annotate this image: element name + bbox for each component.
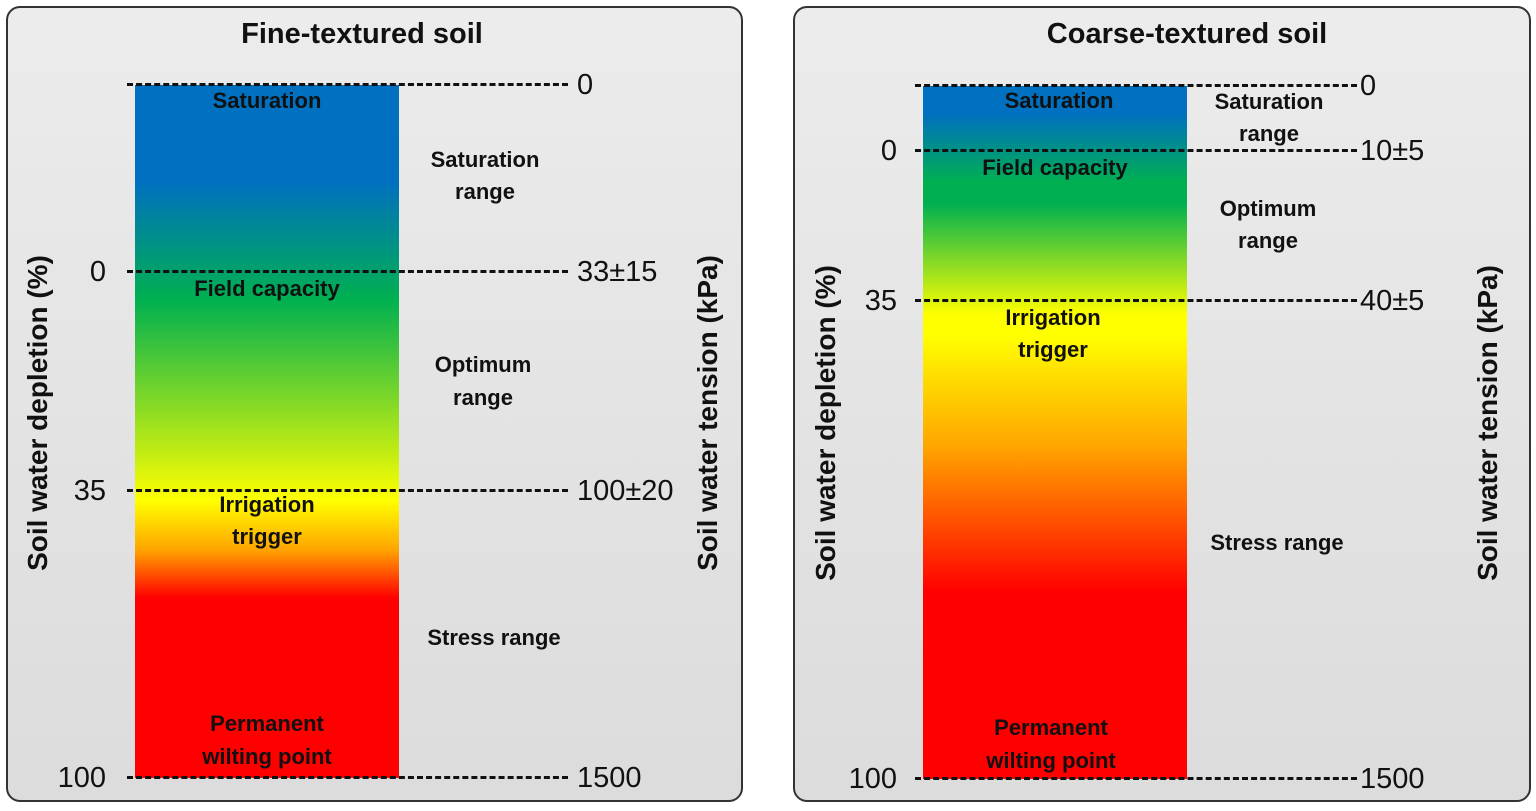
dashed-line-irrigation-trigger bbox=[127, 489, 568, 492]
dashed-line-field-capacity bbox=[127, 270, 568, 273]
depletion-tick: 0 bbox=[880, 135, 897, 167]
irrigation-trigger-label: Irrigation bbox=[219, 492, 315, 517]
field-capacity-label: Field capacity bbox=[982, 155, 1128, 180]
soil-moisture-gradient-bar bbox=[923, 86, 1187, 779]
optimum-range-label: range bbox=[1238, 228, 1298, 253]
wilting-point-label: wilting point bbox=[986, 748, 1116, 773]
tension-tick: 100±20 bbox=[577, 475, 674, 507]
dashed-line-field-capacity bbox=[915, 149, 1357, 152]
coarse-textured-soil-panel: Coarse-textured soil 0 35 100 0 10±5 40±… bbox=[793, 6, 1531, 802]
right-axis-label: Soil water tension (kPa) bbox=[692, 255, 723, 571]
saturation-range-label: Saturation bbox=[1214, 89, 1324, 114]
wilting-point-label: wilting point bbox=[202, 744, 332, 769]
tension-tick: 1500 bbox=[1360, 763, 1425, 795]
irrigation-trigger-label: Irrigation bbox=[1005, 305, 1101, 330]
left-axis-label: Soil water depletion (%) bbox=[810, 265, 841, 581]
optimum-range-label: range bbox=[453, 385, 513, 410]
dashed-line-saturation bbox=[127, 83, 568, 86]
tension-tick: 1500 bbox=[577, 762, 642, 794]
tension-tick: 0 bbox=[577, 69, 594, 101]
wilting-point-label: Permanent bbox=[210, 711, 324, 736]
stress-range-label: Stress range bbox=[427, 625, 561, 650]
panel-title: Coarse-textured soil bbox=[1046, 18, 1328, 50]
wilting-point-label: Permanent bbox=[994, 715, 1108, 740]
saturation-range-label: range bbox=[1239, 121, 1299, 146]
depletion-tick: 35 bbox=[864, 285, 897, 317]
dashed-line-saturation bbox=[915, 84, 1357, 87]
tension-tick: 40±5 bbox=[1360, 285, 1425, 317]
tension-tick: 10±5 bbox=[1360, 135, 1425, 167]
panel-title: Fine-textured soil bbox=[241, 18, 483, 50]
dashed-line-irrigation-trigger bbox=[915, 299, 1357, 302]
saturation-range-label: range bbox=[455, 179, 515, 204]
tension-tick: 0 bbox=[1360, 70, 1377, 102]
depletion-tick: 100 bbox=[57, 762, 106, 794]
dashed-line-wilting-point bbox=[127, 776, 568, 779]
saturation-label: Saturation bbox=[1004, 88, 1114, 113]
depletion-tick: 0 bbox=[89, 256, 106, 288]
fine-textured-soil-panel: Fine-textured soil 0 35 100 0 33±15 100±… bbox=[6, 6, 743, 802]
field-capacity-label: Field capacity bbox=[194, 276, 340, 301]
optimum-range-label: Optimum bbox=[1219, 196, 1317, 221]
stress-range-label: Stress range bbox=[1210, 530, 1344, 555]
left-axis-label: Soil water depletion (%) bbox=[22, 255, 53, 571]
optimum-range-label: Optimum bbox=[434, 352, 532, 377]
irrigation-trigger-label: trigger bbox=[1018, 337, 1088, 362]
dashed-line-wilting-point bbox=[915, 777, 1357, 780]
irrigation-trigger-label: trigger bbox=[232, 524, 302, 549]
depletion-tick: 100 bbox=[848, 763, 897, 795]
right-axis-label: Soil water tension (kPa) bbox=[1472, 265, 1503, 581]
saturation-label: Saturation bbox=[212, 88, 322, 113]
tension-tick: 33±15 bbox=[577, 256, 658, 288]
soil-moisture-gradient-bar bbox=[135, 85, 399, 778]
saturation-range-label: Saturation bbox=[430, 147, 540, 172]
depletion-tick: 35 bbox=[73, 475, 106, 507]
